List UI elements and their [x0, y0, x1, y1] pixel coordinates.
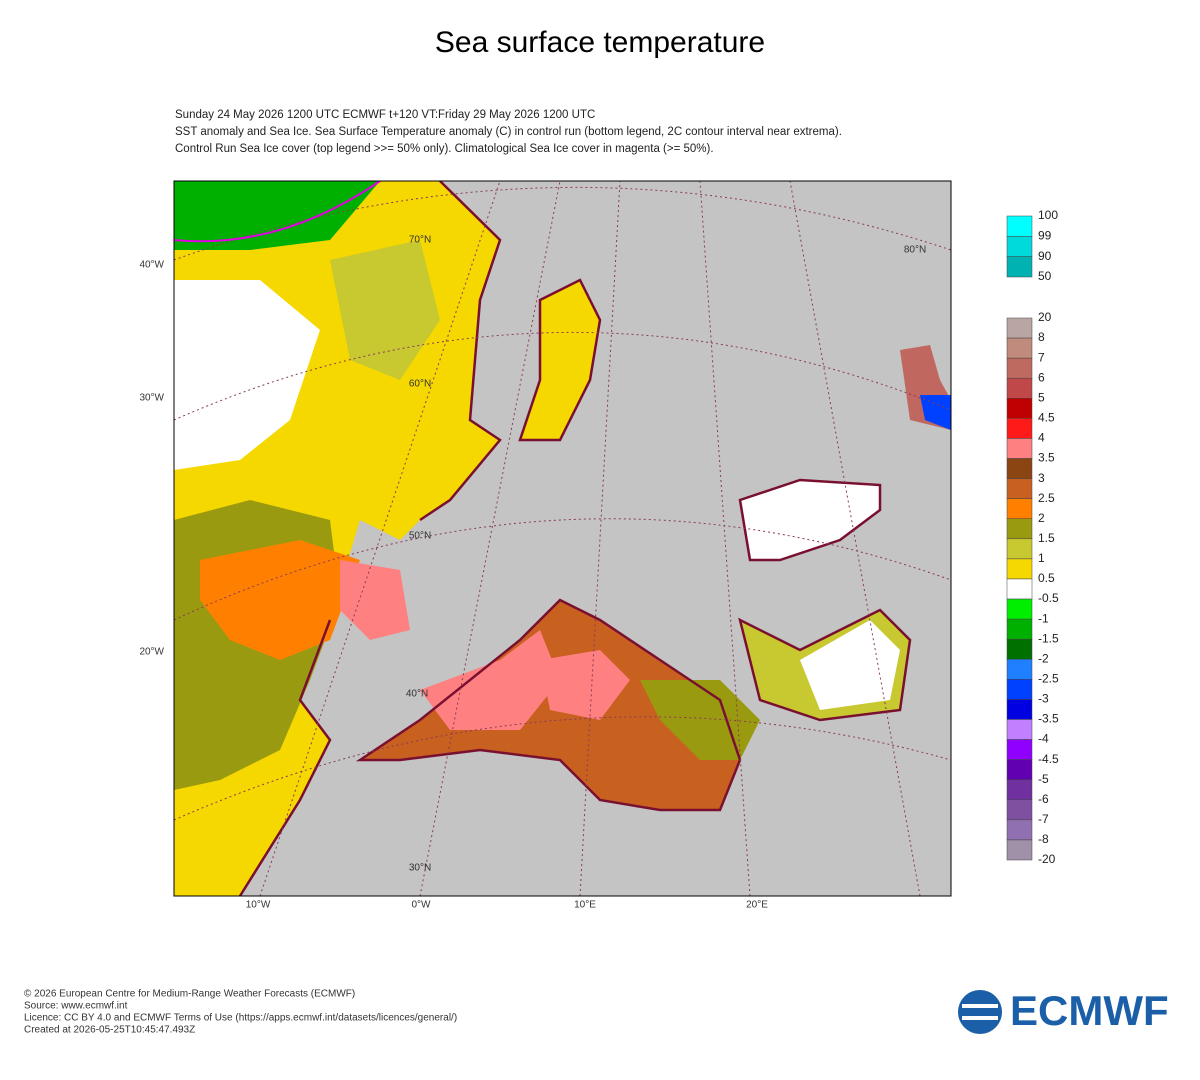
footer-line: © 2026 European Centre for Medium-Range … [24, 989, 355, 1000]
lat-label: 60°N [409, 379, 431, 390]
legend-label: -7 [1038, 812, 1049, 826]
legend-swatch [1006, 839, 1033, 861]
legend-label: -1.5 [1038, 631, 1059, 645]
legend-label: -5 [1038, 772, 1049, 786]
legend-swatch [1006, 618, 1033, 640]
legend-swatch [1006, 819, 1033, 841]
legend-swatch [1006, 337, 1033, 359]
legend-swatch [1006, 377, 1033, 399]
legend-label: -0.5 [1038, 591, 1059, 605]
lat-label: 70°N [409, 235, 431, 246]
legend-label: 5 [1038, 390, 1045, 404]
lon-label: 20°E [746, 900, 768, 911]
legend-label: 3.5 [1038, 451, 1055, 465]
footer-line: Created at 2026-05-25T10:45:47.493Z [24, 1025, 195, 1036]
legend-label: 4 [1038, 431, 1045, 445]
legend-swatch [1006, 719, 1033, 740]
lon-label: 10°E [574, 900, 596, 911]
legend-label: 2 [1038, 511, 1045, 525]
lon-label: 10°W [246, 900, 271, 911]
legend-label: -6 [1038, 792, 1049, 806]
legend-label: -2 [1038, 651, 1049, 665]
footer-line: Licence: CC BY 4.0 and ECMWF Terms of Us… [24, 1013, 457, 1024]
legend-swatch [1006, 538, 1033, 560]
logo: ECMWF [958, 987, 1169, 1034]
legend-swatch [1006, 638, 1033, 660]
legend-label: 50 [1038, 269, 1052, 283]
legend-swatch [1006, 357, 1033, 379]
legend-swatch [1006, 578, 1033, 600]
legend-label: -4 [1038, 732, 1049, 746]
legend-label: 3 [1038, 471, 1045, 485]
lon-label: 30°W [139, 393, 164, 404]
legend-label: 90 [1038, 249, 1052, 263]
legend-label: -8 [1038, 832, 1049, 846]
lon-label: 0°W [412, 900, 432, 911]
legend-label: 99 [1038, 229, 1052, 243]
legend-swatch [1006, 739, 1033, 760]
legend-swatch [1006, 699, 1033, 720]
legend-swatch [1006, 659, 1033, 680]
lat-label: 40°N [406, 689, 428, 700]
legend-swatch [1006, 317, 1033, 339]
legend-label: 2.5 [1038, 491, 1055, 505]
legend-swatch [1006, 779, 1033, 801]
title: Sea surface temperature [435, 26, 765, 59]
logo-text: ECMWF [1010, 987, 1169, 1034]
legend-label: 7 [1038, 350, 1045, 364]
legend-label: -3.5 [1038, 712, 1059, 726]
lat-label: 80°N [904, 245, 926, 256]
legend-swatch [1006, 598, 1033, 620]
legend-label: -20 [1038, 852, 1056, 866]
legend-label: -3 [1038, 692, 1049, 706]
legend-label: 1 [1038, 551, 1045, 565]
lon-label: 20°W [139, 647, 164, 658]
legend-swatch [1006, 458, 1033, 479]
header-line: Control Run Sea Ice cover (top legend >>… [175, 143, 714, 155]
header-line: Sunday 24 May 2026 1200 UTC ECMWF t+120 … [175, 109, 595, 121]
legend-swatch [1006, 498, 1033, 519]
legend-swatch [1006, 518, 1033, 540]
lon-label: 40°W [139, 260, 164, 271]
legend-label: 20 [1038, 310, 1052, 324]
legend-swatch [1006, 478, 1033, 499]
legend-swatch [1006, 418, 1033, 439]
legend-label: -2.5 [1038, 672, 1059, 686]
legend-swatch [1006, 256, 1033, 278]
legend-swatch [1006, 236, 1033, 257]
legend-swatch [1006, 679, 1033, 700]
legend-label: 6 [1038, 370, 1045, 384]
header-line: SST anomaly and Sea Ice. Sea Surface Tem… [175, 126, 842, 138]
legend-swatch [1006, 759, 1033, 780]
legend-label: -4.5 [1038, 752, 1059, 766]
legend-label: 8 [1038, 330, 1045, 344]
legend-swatch [1006, 215, 1033, 237]
map [174, 181, 951, 896]
legend-swatch [1006, 799, 1033, 821]
legend-swatch [1006, 398, 1033, 419]
legend-label: 100 [1038, 208, 1058, 222]
lat-label: 30°N [409, 863, 431, 874]
legend-label: -1 [1038, 611, 1049, 625]
lat-label: 50°N [409, 531, 431, 542]
legend-swatch [1006, 558, 1033, 580]
legend-swatch [1006, 438, 1033, 459]
legend-label: 4.5 [1038, 411, 1055, 425]
legend-label: 0.5 [1038, 571, 1055, 585]
footer-line: Source: www.ecmwf.int [24, 1001, 128, 1012]
legend-label: 1.5 [1038, 531, 1055, 545]
